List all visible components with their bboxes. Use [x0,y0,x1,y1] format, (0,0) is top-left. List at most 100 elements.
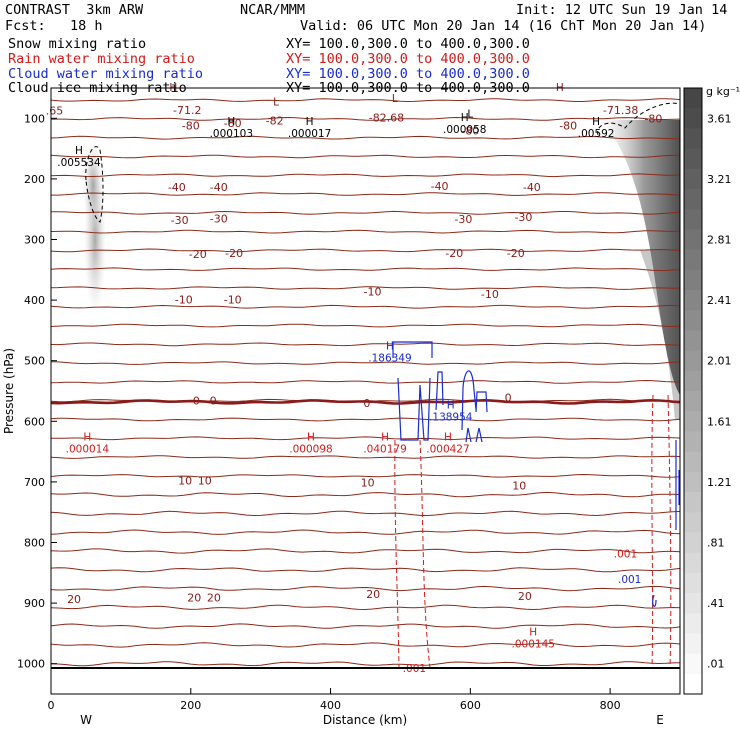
contour-label: -30 [171,214,189,227]
isotherm [51,436,680,441]
colorbar-cell [684,88,702,109]
isotherm [51,510,680,517]
y-tick-label: 600 [24,415,45,428]
colorbar-cell [684,633,702,655]
extremum-mark: H [386,341,394,353]
x-tick-label: 600 [460,699,481,712]
contour-label: -30 [210,212,228,225]
extremum-value: .000145 [512,639,555,651]
colorbar-cell [684,108,702,129]
colorbar-cell [684,451,702,473]
colorbar-cell [684,512,702,533]
isotherm [51,192,680,196]
isotherm [51,154,680,159]
colorbar-cell [684,471,702,493]
isotherm [51,455,680,459]
colorbar-cell [684,532,702,554]
y-axis-label: Pressure (hPa) [2,348,16,434]
colorbar-cell [684,148,702,170]
contour-label: -40 [210,181,228,194]
model-title: CONTRAST 3km ARW [5,2,144,18]
contour-label: -80 [559,120,577,133]
isotherm [51,210,680,215]
isotherm [51,342,680,347]
contour-label: -30 [514,211,532,224]
forecast-hour: Fcst: 18 h [5,18,103,34]
contour-label: -80 [182,120,200,133]
contour-label: 20 [366,588,380,601]
colorbar-unit: g kg⁻¹ [706,85,740,98]
valid-time: Valid: 06 UTC Mon 20 Jan 14 (16 ChT Mon … [300,18,707,34]
contour-label: -10 [175,293,193,306]
contour-label: -80 [461,124,479,137]
extremum-value: .000014 [66,444,110,456]
contour-label: 0 [363,397,370,410]
colorbar-cell [684,269,702,291]
contour-label: 10 [178,475,192,488]
isotherm [51,361,680,365]
isotherm [51,491,680,498]
colorbar-label: 2.81 [707,234,732,247]
contour-label: -40 [431,180,449,193]
isotherm [51,585,680,592]
field-snow-name: Snow mixing ratio [8,36,147,52]
extremum-value: .005534 [57,157,101,169]
colorbar-label: 1.61 [707,415,732,428]
field-cloudwater-name: Cloud water mixing ratio [8,66,204,82]
freezing-level [51,398,680,405]
extremum-mark: H [227,116,235,128]
contour-label: 20 [67,593,81,606]
isotherm [51,116,680,121]
colorbar-cell [684,492,702,513]
isotherm [51,379,680,384]
contour-label: 0 [210,395,217,408]
isotherm [51,135,680,140]
x-axis-label: Distance (km) [323,713,407,727]
x-tick-label: 200 [180,699,201,712]
contour-label: -80 [644,112,662,125]
isotherm [51,623,680,629]
y-tick-label: 1000 [17,658,45,671]
contour-label: 10 [361,477,375,490]
contour-label: -20 [225,247,243,260]
isotherm [51,286,680,290]
isotherm [51,304,680,309]
temperature-contours [51,98,680,667]
extremum-value: .000103 [210,128,253,140]
snow-plume-east [600,120,680,395]
x-tick-label: 0 [48,699,55,712]
colorbar-cell [684,370,702,392]
contour-label: 10 [512,480,526,493]
colorbar-label: 1.21 [707,476,732,489]
isotherm [51,548,680,554]
contour-label: 0 [505,392,512,405]
cloud-rain-features [85,102,680,669]
y-tick-label: 200 [24,173,45,186]
y-tick-label: 500 [24,355,45,368]
colorbar-cell [684,310,702,331]
contour-label: -10 [364,286,382,299]
isotherm [51,229,680,234]
colorbar-cell [684,391,702,412]
isotherm [51,642,680,648]
colorbar-label: 3.21 [707,173,732,186]
extremum-mark: H [307,432,315,444]
isotherm [51,323,680,328]
colorbar-cell [684,128,702,150]
extremum-value: .001 [618,574,641,586]
east-label: E [656,713,664,727]
y-tick-label: 800 [24,537,45,550]
extremum-mark: H [75,145,83,157]
contour-label: .65 [46,104,64,117]
isotherm [51,173,680,178]
extremum-mark: H [592,116,600,128]
extremum-mark: L [392,93,398,105]
extremum-mark: H [447,399,455,411]
colorbar-label: 2.41 [707,294,732,307]
colorbar-label: .01 [707,658,725,671]
contour-label: -71.38 [603,104,638,117]
extremum-mark: H [529,627,537,639]
colorbar-cell [684,572,702,594]
colorbar-cell [684,290,702,311]
